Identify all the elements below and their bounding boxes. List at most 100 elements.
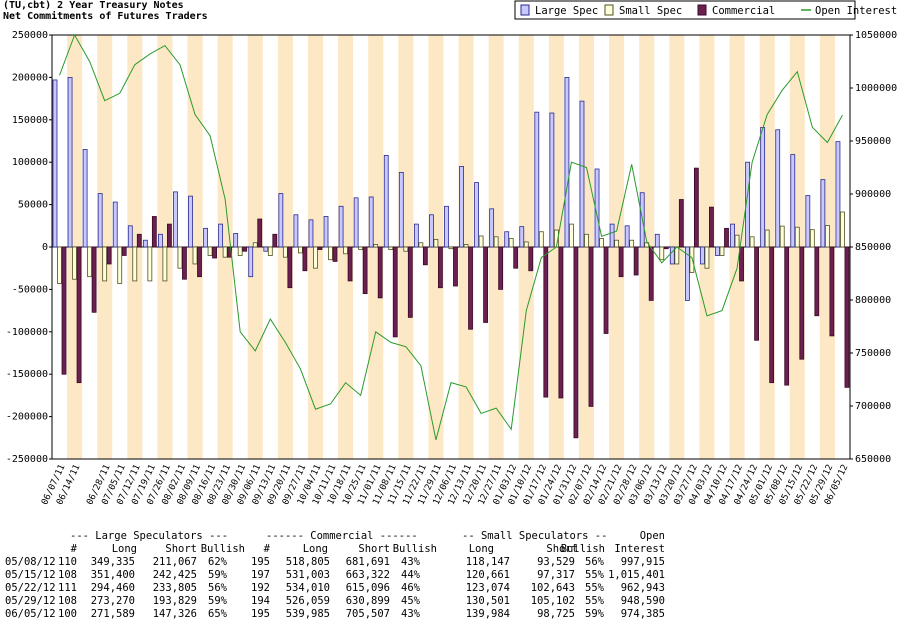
bar: [603, 246, 609, 334]
bar: [573, 246, 579, 439]
y-tick-label: -250000: [6, 454, 48, 465]
table-cell: 630,899: [346, 595, 390, 607]
bar: [106, 246, 112, 265]
bar: [347, 246, 353, 282]
table-cell: 194: [251, 595, 270, 607]
bar: [182, 246, 187, 280]
table-cell: 102,643: [531, 582, 575, 594]
legend-box: [514, 0, 856, 20]
bar: [157, 233, 163, 248]
y2-tick-label: 1000000: [855, 83, 897, 94]
bar: [177, 246, 183, 269]
table-cell: 1,015,401: [608, 569, 665, 581]
bar: [207, 246, 213, 256]
y-tick-label: 0: [42, 242, 48, 253]
table-cell: 118,147: [466, 556, 510, 568]
table-cell: 351,400: [91, 569, 135, 581]
bar: [162, 246, 168, 282]
bar: [614, 239, 619, 248]
table-cell: 43%: [401, 556, 421, 568]
bar: [609, 223, 615, 248]
table-header: Short: [165, 543, 197, 555]
table-cell: 108: [58, 595, 77, 607]
bar: [754, 246, 760, 341]
table-cell: 59%: [585, 608, 605, 620]
table-cell: 98,725: [537, 608, 575, 620]
table-cell: 06/05/12: [5, 608, 56, 620]
bar: [513, 246, 519, 269]
table-cell: 43%: [401, 608, 421, 620]
table-cell: 294,460: [91, 582, 135, 594]
bar: [368, 196, 374, 248]
bar: [474, 182, 479, 248]
table-cell: 97,317: [537, 569, 575, 581]
y2-tick-label: 800000: [855, 295, 891, 306]
bar: [534, 111, 540, 248]
bar: [764, 229, 770, 248]
y-tick-label: 250000: [12, 30, 48, 41]
bar: [483, 246, 488, 323]
table-cell: 974,385: [621, 608, 665, 620]
bar: [67, 77, 73, 248]
legend-label: Open Interest: [815, 5, 897, 17]
table-cell: 93,529: [537, 556, 575, 568]
bar: [317, 246, 323, 250]
bar: [814, 246, 820, 317]
bar: [784, 246, 790, 386]
bar: [704, 246, 710, 269]
bar: [493, 236, 499, 248]
legend-swatch: [520, 4, 530, 16]
bar: [739, 246, 744, 282]
table-cell: 05/29/12: [5, 595, 56, 607]
bar: [407, 246, 413, 318]
table-cell: 123,074: [466, 582, 510, 594]
bar: [569, 223, 574, 248]
table-cell: 539,985: [286, 608, 330, 620]
table-cell: 526,059: [286, 595, 330, 607]
bar: [769, 246, 775, 384]
table-cell: 55%: [585, 582, 605, 594]
bar: [444, 205, 449, 248]
bar: [820, 179, 826, 248]
bar: [132, 246, 138, 282]
table-cell: 211,067: [153, 556, 197, 568]
bar: [278, 193, 284, 248]
bar: [287, 246, 293, 289]
bar: [730, 223, 735, 248]
bar: [323, 216, 329, 248]
table-cell: 233,805: [153, 582, 197, 594]
bar: [72, 246, 77, 280]
table-cell: 193,829: [153, 595, 197, 607]
table-cell: 55%: [585, 569, 605, 581]
bar: [504, 231, 510, 248]
bar: [588, 246, 594, 407]
y2-tick-label: 900000: [855, 189, 891, 200]
bar: [629, 239, 635, 248]
bar: [392, 246, 398, 338]
bar: [584, 233, 589, 248]
table-cell: 110: [58, 556, 77, 568]
bar: [136, 233, 142, 248]
bar: [173, 191, 178, 248]
bar: [197, 246, 202, 278]
bar: [760, 127, 766, 248]
bar: [648, 246, 654, 301]
table-cell: 62%: [208, 556, 228, 568]
table-cell: 59%: [208, 569, 228, 581]
table-header: #: [71, 543, 78, 555]
bar: [538, 231, 544, 248]
bar: [398, 171, 404, 248]
legend-swatch: [604, 4, 614, 16]
bar: [719, 246, 725, 256]
bar: [222, 246, 228, 258]
table-cell: 197: [251, 569, 270, 581]
bar: [700, 246, 705, 265]
bar: [117, 246, 123, 284]
bar: [709, 206, 714, 248]
bar: [233, 233, 239, 248]
legend-label: Large Spec: [535, 5, 598, 17]
bar: [633, 246, 639, 276]
table-header: Long: [112, 543, 137, 555]
table-cell: 349,335: [91, 556, 135, 568]
